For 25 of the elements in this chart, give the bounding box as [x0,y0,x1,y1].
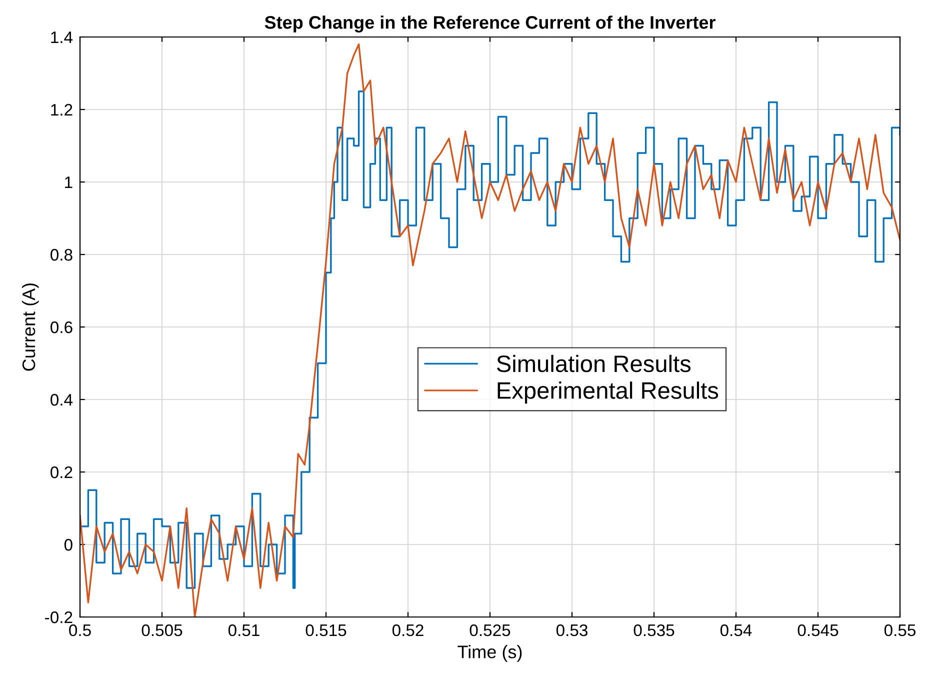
y-tick-label: 1 [65,176,72,188]
y-axis-title: Current (A) [22,283,39,371]
x-tick-label: 0.53 [556,624,588,636]
y-tick-label: 1.4 [51,32,73,44]
x-tick-label: 0.545 [798,624,838,636]
x-axis-title: Time (s) [458,645,522,662]
x-tick-label: 0.51 [228,624,260,636]
legend-label: Simulation Results [496,354,691,372]
x-tick-label: 0.535 [634,624,674,636]
y-tick-label: 1.2 [51,104,72,116]
y-tick-label: 0.8 [50,248,72,261]
legend-label: Experimental Results [498,382,718,404]
y-tick-label: 0 [64,538,72,551]
x-tick-label: 0.52 [392,624,424,636]
x-tick-label: 0.55 [884,624,916,636]
y-tick-label: 0.6 [50,321,72,334]
y-tick-label: -0.2 [45,611,72,624]
x-tick-label: 0.505 [142,624,182,636]
x-tick-label: 0.525 [470,624,510,636]
x-tick-label: 0.5 [69,624,91,636]
x-tick-label: 0.54 [720,624,752,636]
y-tick-label: 0.4 [50,394,73,406]
y-tick-label: 0.2 [50,466,72,478]
x-tick-label: 0.515 [306,624,346,636]
chart-title: Step Change in the Reference Current of the Inverter [264,16,716,32]
